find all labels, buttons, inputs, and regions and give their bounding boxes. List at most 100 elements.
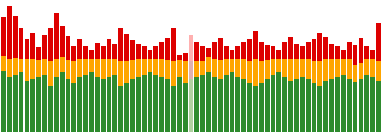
Bar [364,59,369,75]
Bar [364,46,369,59]
Bar [270,46,275,59]
Bar [36,47,41,60]
Bar [77,39,82,59]
Bar [206,72,211,132]
Bar [48,28,53,61]
Bar [259,61,264,83]
Bar [7,77,12,132]
Bar [200,61,205,75]
Bar [317,61,322,86]
Bar [112,59,117,75]
Bar [329,79,334,132]
Bar [60,72,65,132]
Bar [247,83,252,132]
Bar [77,77,82,132]
Bar [54,13,59,59]
Bar [323,37,328,59]
Bar [200,46,205,61]
Bar [288,59,293,81]
Bar [323,59,328,81]
Bar [212,59,217,77]
Bar [353,82,358,132]
Bar [95,77,100,132]
Bar [189,79,193,132]
Bar [24,81,29,132]
Bar [282,42,287,59]
Bar [142,75,147,132]
Bar [183,83,188,132]
Bar [171,28,176,61]
Bar [24,59,29,81]
Bar [230,59,235,72]
Bar [235,59,240,77]
Bar [294,59,299,79]
Bar [259,83,264,132]
Bar [147,72,152,132]
Bar [19,72,24,132]
Bar [13,75,18,132]
Bar [101,46,105,59]
Bar [171,61,176,86]
Bar [288,81,293,132]
Bar [48,61,53,86]
Bar [77,59,82,77]
Bar [341,50,346,59]
Bar [194,77,199,132]
Bar [147,50,152,59]
Bar [171,86,176,132]
Bar [206,48,211,57]
Bar [194,42,199,61]
Bar [54,59,59,77]
Bar [347,42,351,59]
Bar [370,77,375,132]
Bar [101,59,105,79]
Bar [253,30,258,59]
Bar [1,17,6,56]
Bar [265,79,270,132]
Bar [159,42,164,59]
Bar [235,46,240,59]
Bar [154,46,158,59]
Bar [1,71,6,132]
Bar [212,42,217,59]
Bar [54,77,59,132]
Bar [177,55,182,60]
Bar [112,75,117,132]
Bar [306,59,311,79]
Bar [19,28,24,59]
Bar [277,72,281,132]
Bar [224,46,228,59]
Bar [107,77,112,132]
Bar [183,53,188,61]
Bar [300,46,305,59]
Bar [189,61,193,79]
Bar [36,77,41,132]
Bar [270,75,275,132]
Bar [323,81,328,132]
Bar [312,61,316,83]
Bar [101,79,105,132]
Bar [124,83,129,132]
Bar [31,79,35,132]
Bar [282,77,287,132]
Bar [130,79,135,132]
Bar [136,44,141,59]
Bar [165,79,170,132]
Bar [241,79,246,132]
Bar [200,75,205,132]
Bar [282,59,287,77]
Bar [335,59,340,77]
Bar [376,23,381,61]
Bar [247,61,252,83]
Bar [335,46,340,59]
Bar [265,45,270,60]
Bar [358,63,363,79]
Bar [358,79,363,132]
Bar [177,60,182,77]
Bar [83,75,88,132]
Bar [341,59,346,75]
Bar [247,39,252,61]
Bar [124,34,129,61]
Bar [130,60,135,79]
Bar [107,39,112,59]
